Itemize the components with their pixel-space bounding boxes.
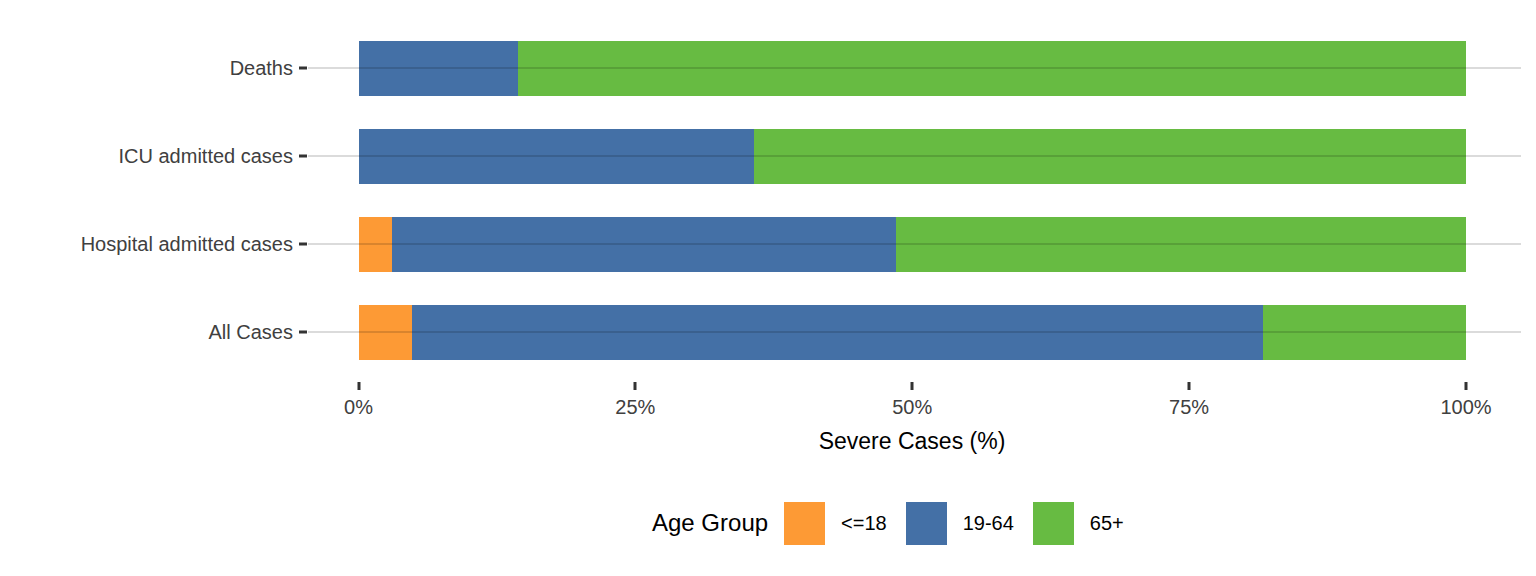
- x-axis-tick: [1465, 382, 1468, 390]
- x-axis-tick: [1188, 382, 1191, 390]
- gridline: [308, 155, 1521, 157]
- x-axis-tick-label: 75%: [1169, 396, 1209, 419]
- legend-key-19-64: [906, 502, 947, 545]
- legend-items: <=18 19-64 65+: [784, 502, 1143, 545]
- y-axis-tick: [299, 67, 307, 70]
- x-axis-tick-label: 0%: [344, 396, 373, 419]
- y-axis-label: Deaths: [0, 57, 293, 80]
- x-axis-tick: [911, 382, 914, 390]
- x-axis-tick-label: 100%: [1440, 396, 1491, 419]
- stacked-bar-chart: Deaths ICU admitted cases Hospital admitte…: [0, 0, 1536, 576]
- legend-key-<=18: [784, 502, 825, 545]
- y-axis-tick: [299, 243, 307, 246]
- x-axis-tick-label: 50%: [892, 396, 932, 419]
- x-axis-title: Severe Cases (%): [819, 428, 1006, 455]
- x-axis-tick: [634, 382, 637, 390]
- x-axis-tick: [357, 382, 360, 390]
- legend-item: <=18: [784, 502, 887, 545]
- y-axis-label: ICU admitted cases: [0, 145, 293, 168]
- legend-title: Age Group: [652, 509, 768, 537]
- gridline: [308, 331, 1521, 333]
- legend-label: 65+: [1090, 512, 1124, 535]
- y-axis-label: All Cases: [0, 321, 293, 344]
- legend-item: 19-64: [906, 502, 1014, 545]
- y-axis-tick: [299, 331, 307, 334]
- legend: Age Group <=18 19-64 65+: [652, 500, 1143, 546]
- gridline: [308, 243, 1521, 245]
- legend-key-65+: [1033, 502, 1074, 545]
- legend-label: <=18: [841, 512, 887, 535]
- y-axis-tick: [299, 155, 307, 158]
- legend-item: 65+: [1033, 502, 1124, 545]
- legend-label: 19-64: [963, 512, 1014, 535]
- x-axis-tick-label: 25%: [615, 396, 655, 419]
- y-axis-label: Hospital admitted cases: [0, 233, 293, 256]
- gridline: [308, 67, 1521, 69]
